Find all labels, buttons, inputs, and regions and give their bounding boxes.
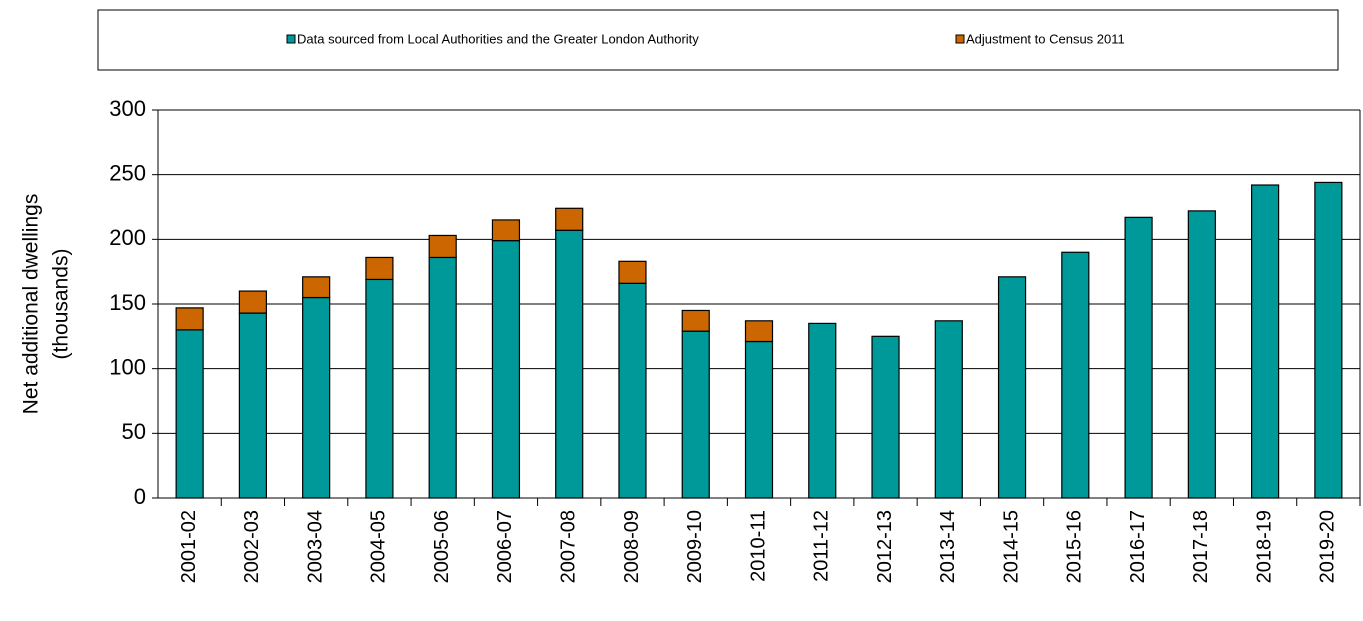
bar-segment (681, 330, 710, 499)
y-tick-label: 100 (109, 354, 146, 379)
y-axis-label: (thousands) (50, 249, 73, 360)
x-tick-label: 2004-05 (368, 510, 390, 583)
bar-segment (681, 309, 710, 332)
bar-segment (428, 234, 457, 259)
legend-swatch (286, 34, 296, 44)
bar-segment (1061, 251, 1090, 499)
bar-segment (555, 229, 584, 499)
y-tick-label: 0 (134, 484, 146, 509)
bar-segment (744, 320, 774, 343)
x-tick-label: 2008-09 (621, 510, 643, 583)
bar-segment (365, 256, 394, 281)
bar-segment (555, 207, 584, 231)
x-tick-label: 2014-15 (1000, 510, 1022, 583)
bar-segment (744, 340, 774, 499)
legend-box (97, 9, 1339, 71)
bar-segment (491, 219, 521, 242)
x-tick-label: 2018-19 (1253, 510, 1275, 583)
bar-segment (238, 312, 267, 499)
x-tick-label: 2001-02 (178, 510, 200, 583)
bar-segment (302, 276, 331, 299)
y-tick-label: 300 (109, 96, 146, 121)
bar-segment (1251, 184, 1280, 499)
legend-label: Data sourced from Local Authorities and … (297, 31, 699, 46)
bar-segment (871, 335, 900, 499)
x-tick-label: 2017-18 (1190, 510, 1212, 583)
bar-segment (365, 278, 394, 499)
y-tick-label: 50 (122, 419, 146, 444)
bar-segment (618, 282, 647, 499)
bar-segment (1124, 216, 1153, 499)
y-tick-label: 150 (109, 290, 146, 315)
y-tick-label: 250 (109, 160, 146, 185)
bar-segment (1314, 181, 1343, 499)
bar-segment (238, 290, 267, 314)
x-tick-label: 2013-14 (937, 510, 959, 583)
bar-segment (428, 256, 457, 499)
x-tick-label: 2006-07 (494, 510, 516, 583)
y-axis-label: Net additional dwellings (20, 194, 43, 415)
y-tick-label: 200 (109, 225, 146, 250)
bar-segment (1187, 210, 1216, 499)
x-tick-label: 2012-13 (874, 510, 896, 583)
x-tick-label: 2005-06 (431, 510, 453, 583)
bar-segment (302, 296, 331, 499)
x-tick-label: 2016-17 (1127, 510, 1149, 583)
bar-segment (934, 320, 963, 499)
bar-segment (175, 307, 204, 331)
legend-swatch (955, 34, 965, 44)
bar-segment (997, 276, 1027, 499)
x-tick-label: 2019-20 (1317, 510, 1339, 583)
x-tick-label: 2003-04 (304, 510, 326, 583)
bar-segment (808, 322, 837, 499)
x-tick-label: 2010-11 (747, 510, 769, 582)
x-tick-label: 2011-12 (811, 510, 833, 582)
x-tick-label: 2002-03 (241, 510, 263, 583)
bar-segment (618, 260, 647, 284)
bar-segment (175, 329, 204, 499)
x-tick-label: 2007-08 (557, 510, 579, 583)
bar-segment (491, 240, 521, 499)
x-tick-label: 2009-10 (684, 510, 706, 583)
x-tick-label: 2015-16 (1064, 510, 1086, 583)
legend-label: Adjustment to Census 2011 (966, 31, 1125, 46)
